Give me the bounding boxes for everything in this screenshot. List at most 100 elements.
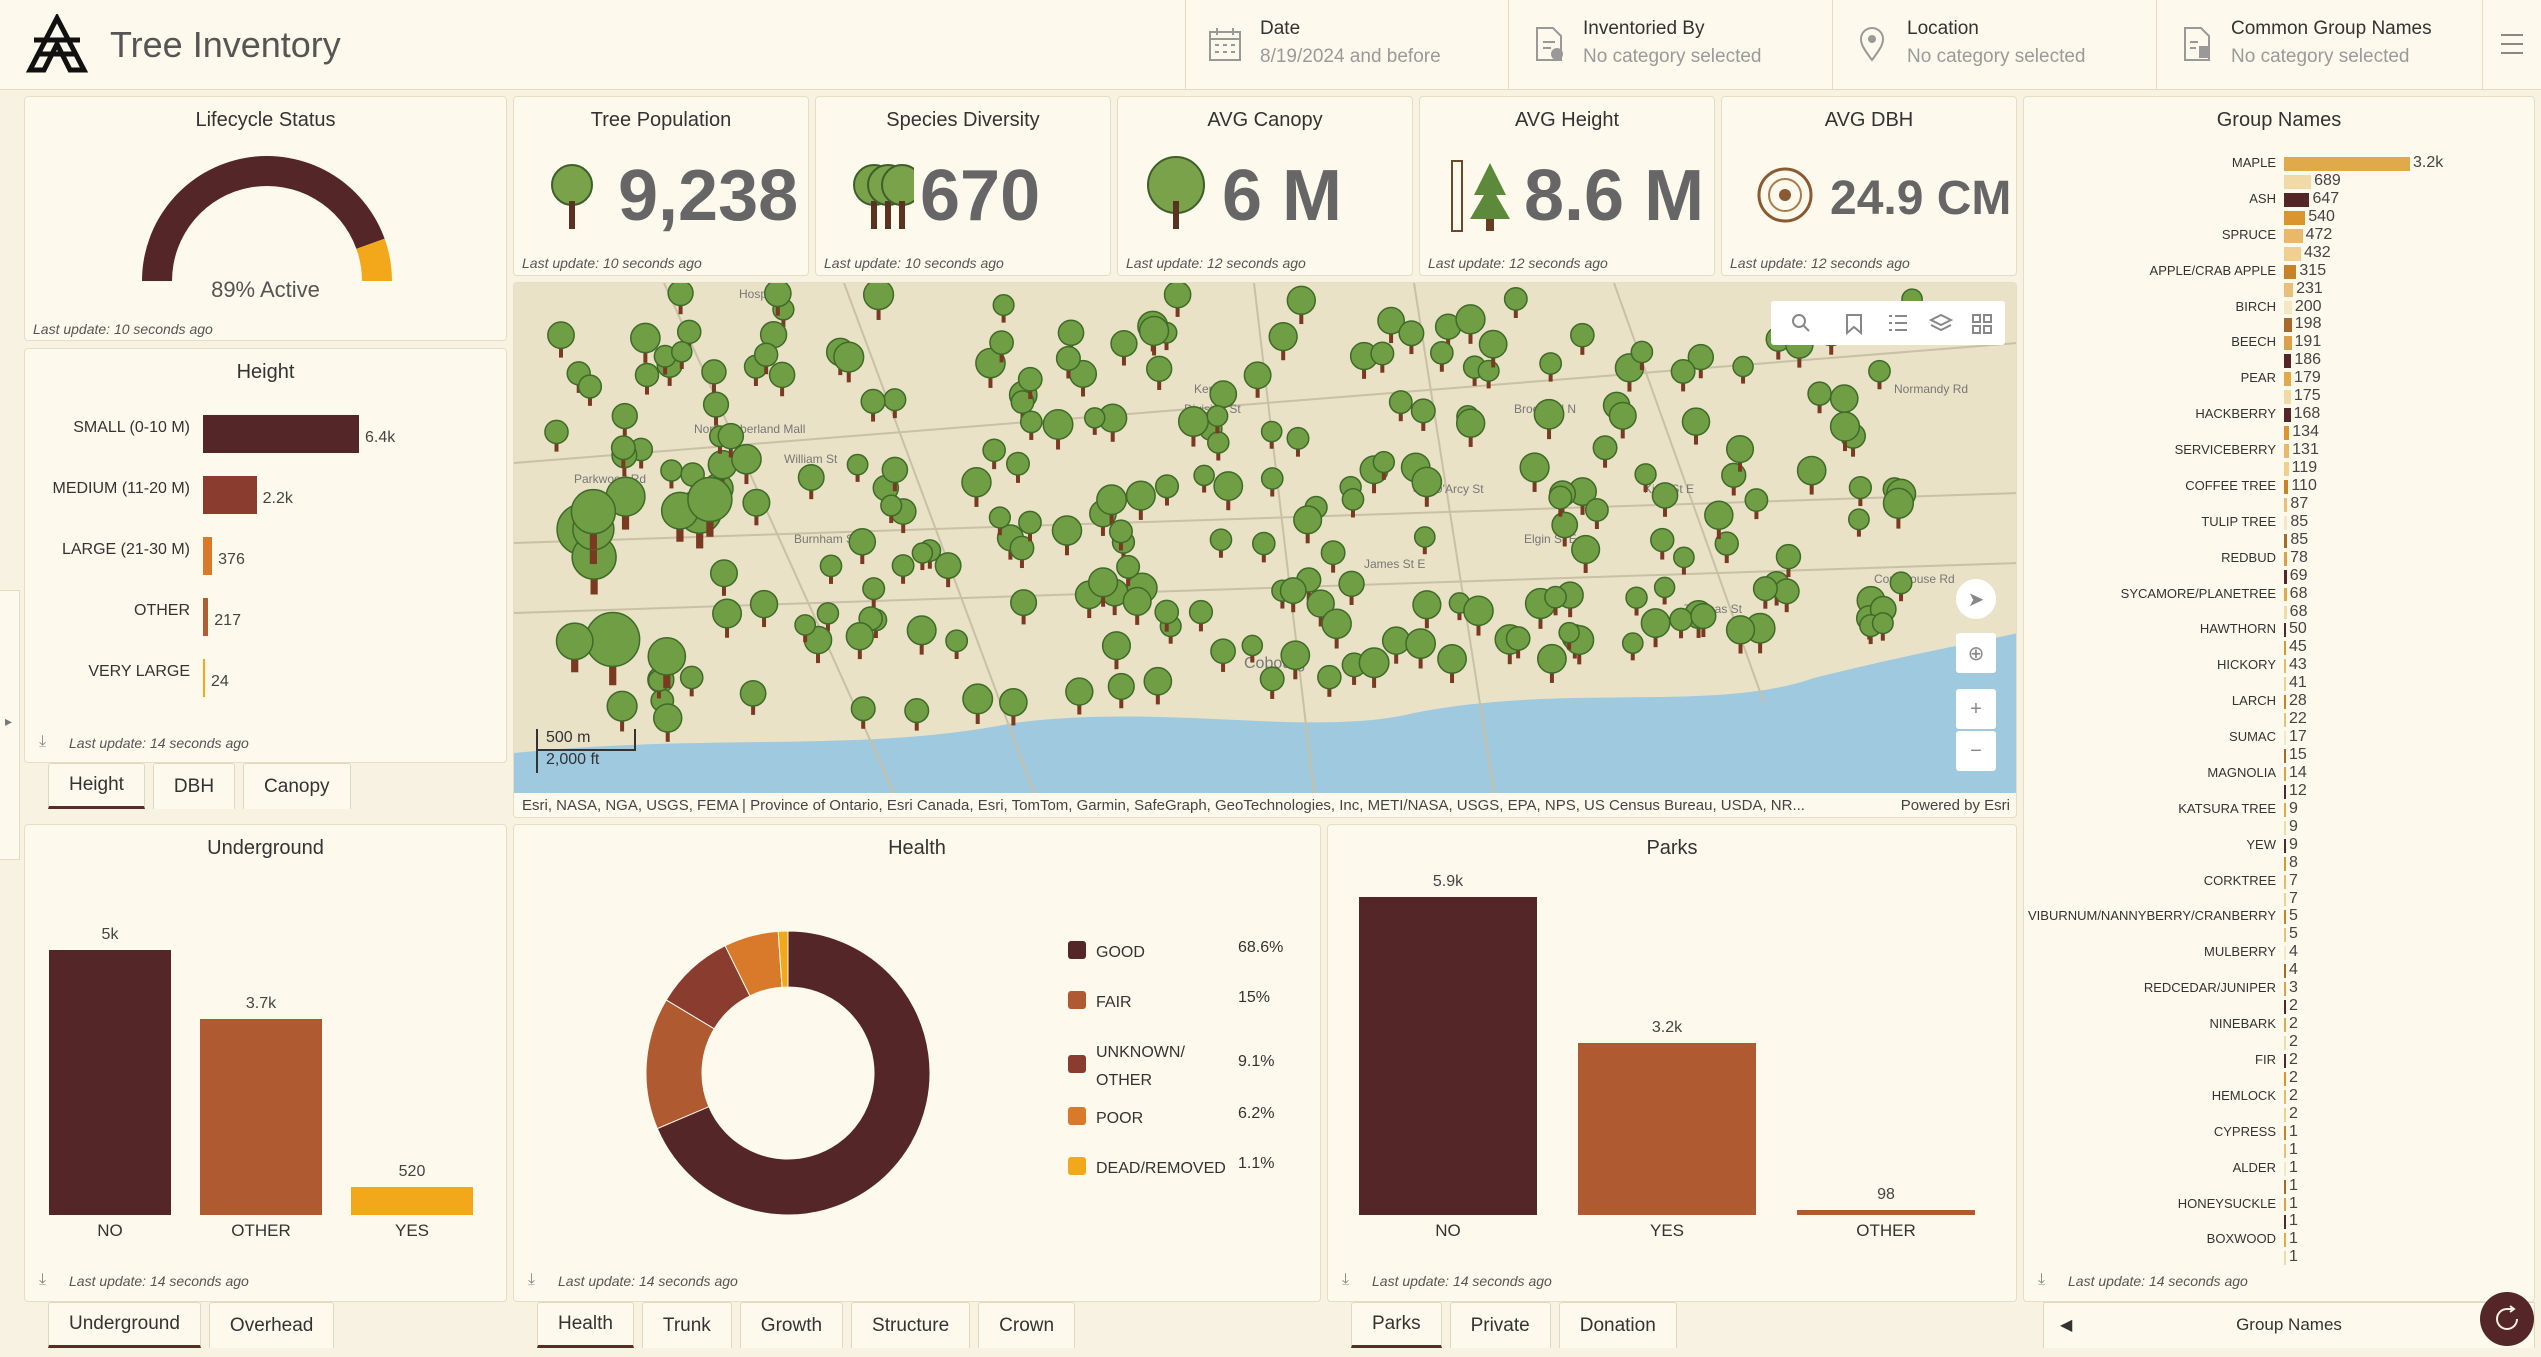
tree-marker[interactable] [1088,567,1119,607]
tree-marker[interactable] [1848,475,1873,507]
group-names-bar[interactable] [2284,157,2410,171]
tree-marker[interactable] [1570,322,1595,355]
group-names-bar[interactable] [2284,1054,2286,1068]
tree-marker[interactable] [763,283,792,316]
tree-marker[interactable] [1503,286,1528,319]
filter-inventoried-by[interactable]: Inventoried By No category selected [1508,0,1832,89]
tree-marker[interactable] [1455,304,1486,344]
group-names-bar[interactable] [2284,426,2290,441]
tree-marker[interactable] [1533,398,1565,440]
height-bar[interactable] [203,659,205,697]
group-names-bar[interactable] [2284,928,2286,943]
map-search-button[interactable] [1771,301,1831,345]
tree-marker[interactable] [1010,589,1038,625]
tree-marker[interactable] [962,683,994,725]
tree-marker[interactable] [1871,612,1894,641]
health-legend-item[interactable]: DEAD/REMOVED 1.1% [1068,1153,1328,1181]
health-legend-item[interactable]: UNKNOWN/ OTHER 9.1% [1068,1037,1328,1093]
tree-marker[interactable] [1630,340,1654,371]
group-names-bar[interactable] [2284,1071,2286,1086]
tree-marker[interactable] [1690,602,1717,638]
group-names-bar[interactable] [2284,713,2286,728]
group-names-bar[interactable] [2284,892,2286,907]
tree-marker[interactable] [1260,467,1284,497]
tree-marker[interactable] [934,552,962,588]
group-names-bar[interactable] [2284,354,2292,369]
tree-marker[interactable] [742,488,771,526]
tree-marker[interactable] [1306,589,1335,627]
tree-marker[interactable] [1019,410,1043,440]
tree-marker[interactable] [1125,480,1156,520]
tree-marker[interactable] [1681,407,1711,445]
tree-marker[interactable] [1584,497,1609,529]
group-names-bar[interactable] [2284,1179,2286,1194]
group-names-bar[interactable] [2284,300,2292,315]
tab-donation[interactable]: Donation [1558,1302,1677,1348]
tree-marker[interactable] [1241,634,1264,663]
tree-marker[interactable] [1434,313,1462,348]
group-names-bar[interactable] [2284,192,2310,207]
tree-marker[interactable] [1558,621,1580,650]
underground-bar[interactable] [49,950,171,1215]
group-names-bar[interactable] [2284,749,2286,763]
tree-marker[interactable] [1320,540,1346,573]
tab-dbh[interactable]: DBH [152,763,236,809]
tree-marker[interactable] [1372,450,1396,480]
menu-button[interactable] [2482,0,2541,89]
tab-parks[interactable]: Parks [1351,1302,1442,1348]
tree-marker[interactable] [606,690,638,732]
tree-marker[interactable] [1398,320,1425,355]
group-names-bar[interactable] [2284,1215,2286,1230]
tree-marker[interactable] [577,374,603,406]
layers-icon[interactable] [1929,313,1953,333]
tree-marker[interactable] [1206,405,1229,434]
tree-marker[interactable] [1143,666,1173,705]
tree-marker[interactable] [630,322,661,363]
tree-marker[interactable] [1154,474,1180,506]
tree-marker[interactable] [709,559,738,596]
tab-private[interactable]: Private [1449,1302,1551,1348]
tree-marker[interactable] [1010,390,1035,422]
tree-marker[interactable] [961,467,992,507]
group-names-bar[interactable] [2284,982,2286,997]
group-names-bar[interactable] [2284,1251,2286,1266]
tree-marker[interactable] [610,435,636,468]
tree-marker[interactable] [768,361,796,397]
height-bar[interactable] [203,598,209,636]
group-names-bar[interactable] [2284,838,2286,853]
group-names-bar[interactable] [2284,946,2286,961]
tree-marker[interactable] [794,614,817,643]
tree-marker[interactable] [1539,352,1563,382]
group-names-bar[interactable] [2284,533,2288,548]
tree-marker[interactable] [1213,471,1244,511]
tree-marker[interactable] [816,602,840,632]
tree-marker[interactable] [1338,570,1365,605]
tree-marker[interactable] [555,622,594,673]
tree-marker[interactable] [1358,647,1390,688]
download-icon[interactable]: ⤓ [2038,1271,2046,1288]
group-names-bar[interactable] [2284,551,2288,566]
tab-height[interactable]: Height [48,763,145,809]
group-names-bar[interactable] [2284,784,2286,799]
tree-marker[interactable] [891,554,915,584]
group-names-bar[interactable] [2284,605,2287,620]
tree-marker[interactable] [989,330,1014,363]
tree-marker[interactable] [1551,511,1579,547]
tree-marker[interactable] [860,388,886,422]
tree-marker[interactable] [1110,329,1138,366]
tree-marker[interactable] [1744,488,1769,520]
tree-marker[interactable] [1163,283,1192,317]
health-slice[interactable] [777,930,789,988]
tree-marker[interactable] [1651,482,1679,517]
group-names-bar[interactable] [2284,1161,2286,1176]
group-names-bar[interactable] [2284,282,2294,297]
tree-marker[interactable] [1055,345,1081,379]
tree-marker[interactable] [1519,452,1550,492]
group-names-bar[interactable] [2284,856,2286,871]
tree-marker[interactable] [1177,406,1209,447]
tree-marker[interactable] [1280,640,1311,680]
group-names-bar[interactable] [2284,444,2290,458]
health-legend-item[interactable]: GOOD 68.6% [1068,937,1328,965]
tree-marker[interactable] [1670,359,1696,392]
tree-marker[interactable] [1388,390,1413,422]
